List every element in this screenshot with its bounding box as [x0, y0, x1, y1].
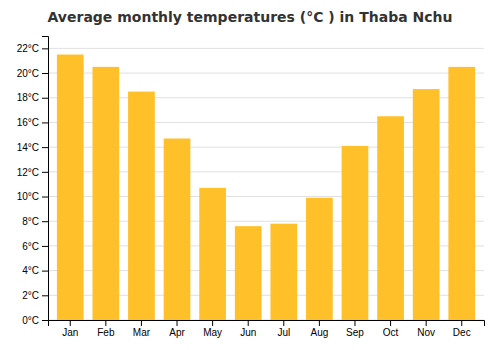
plot-area: 0°C 2°C 4°C 6°C 8°C 10°C 12°C 14°C 16°C 18°C 20°C 2… — [17, 37, 485, 339]
x-tick-label: Aug — [310, 327, 328, 338]
x-tick-mark — [354, 320, 355, 326]
y-tick-mark — [42, 271, 48, 272]
x-tick-label: May — [203, 327, 222, 338]
y-tick-mark — [42, 246, 48, 247]
y-tick-label: 0°C — [22, 315, 39, 326]
y-tick: 18°C — [17, 92, 48, 103]
x-tick-mark — [319, 320, 320, 326]
y-tick: 2°C — [22, 290, 48, 301]
x-tick-label: Feb — [97, 327, 115, 338]
x-tick: Jul — [277, 320, 290, 338]
x-tick-mark — [461, 320, 462, 326]
x-tick-mark — [212, 320, 213, 326]
title: Average monthly temperatures (°C ) in Th… — [48, 9, 453, 25]
bar — [128, 92, 155, 320]
bar — [57, 55, 84, 320]
bar — [377, 116, 404, 320]
x-tick-label: Oct — [383, 327, 399, 338]
x-tick-mark — [390, 320, 391, 326]
bar — [270, 224, 297, 320]
y-tick: 14°C — [17, 142, 48, 153]
y-tick-mark — [42, 98, 48, 99]
x-tick-label: Nov — [417, 327, 435, 338]
x-tick: Feb — [97, 320, 115, 338]
x-tick: Aug — [310, 320, 328, 338]
y-tick-label: 22°C — [17, 43, 39, 54]
x-tick-label: Jun — [240, 327, 256, 338]
y-tick: 8°C — [22, 216, 48, 227]
bars — [57, 55, 475, 320]
x-tick-label: Apr — [169, 327, 185, 338]
x-tick-label: Dec — [453, 327, 471, 338]
y-tick-label: 20°C — [17, 68, 39, 79]
x-tick-mark — [283, 320, 284, 326]
x-tick: Jun — [240, 320, 256, 338]
y-tick: 4°C — [22, 265, 48, 276]
bar — [164, 138, 191, 320]
x-tick-label: Jan — [62, 327, 78, 338]
y-tick-mark — [42, 172, 48, 173]
x-tick-mark — [70, 320, 71, 326]
y-tick: 12°C — [17, 167, 48, 178]
y-tick-mark — [42, 48, 48, 49]
y-tick-label: 2°C — [22, 290, 39, 301]
chart: 0°C 2°C 4°C 6°C 8°C 10°C 12°C 14°C 16°C 18°C 20°C 2… — [0, 0, 500, 350]
bar — [306, 198, 333, 320]
x-tick: Dec — [453, 320, 471, 338]
y-tick-label: 18°C — [17, 92, 39, 103]
y-tick-label: 4°C — [22, 265, 39, 276]
x-tick: Nov — [417, 320, 435, 338]
x-tick: May — [203, 320, 222, 338]
y-tick-mark — [42, 147, 48, 148]
grid-line — [48, 48, 484, 49]
x-tick-label: Sep — [346, 327, 364, 338]
x-tick: Apr — [169, 320, 185, 338]
x-tick-mark — [141, 320, 142, 326]
x-tick: Oct — [383, 320, 399, 338]
y-tick-label: 16°C — [17, 117, 39, 128]
x-tick-mark — [105, 320, 106, 326]
y-tick: 0°C — [22, 315, 48, 326]
x-tick: Jan — [62, 320, 78, 338]
x-tick-mark — [248, 320, 249, 326]
y-tick: 6°C — [22, 241, 48, 252]
bar — [448, 67, 475, 320]
bar — [92, 67, 119, 320]
x-axis-line — [49, 321, 485, 327]
x-tick: Sep — [346, 320, 364, 338]
y-tick-mark — [42, 295, 48, 296]
y-tick-mark — [42, 320, 48, 321]
bar — [235, 226, 262, 320]
y-tick-mark — [42, 197, 48, 198]
y-tick: 22°C — [17, 43, 48, 54]
x-tick-label: Jul — [277, 327, 290, 338]
y-tick-mark — [42, 221, 48, 222]
x-tick-mark — [177, 320, 178, 326]
y-tick: 20°C — [17, 68, 48, 79]
y-tick: 16°C — [17, 117, 48, 128]
y-axis-line — [42, 37, 49, 321]
y-tick-label: 6°C — [22, 241, 39, 252]
grid — [48, 48, 484, 320]
y-tick-mark — [42, 122, 48, 123]
bar — [342, 146, 369, 320]
bar — [199, 188, 226, 320]
bar — [413, 89, 440, 320]
y-tick: 10°C — [17, 191, 48, 202]
y-axis: 0°C 2°C 4°C 6°C 8°C 10°C 12°C 14°C 16°C 18°C 20°C 2… — [17, 37, 49, 326]
y-tick-label: 12°C — [17, 167, 39, 178]
y-tick-label: 10°C — [17, 191, 39, 202]
y-tick-label: 8°C — [22, 216, 39, 227]
x-tick: Mar — [133, 320, 151, 338]
y-tick-label: 14°C — [17, 142, 39, 153]
x-axis: Jan Feb Mar Apr May Jun Jul Aug Sep Oct Nov Dec — [49, 320, 485, 338]
x-tick-mark — [426, 320, 427, 326]
y-tick-mark — [42, 73, 48, 74]
x-tick-label: Mar — [133, 327, 151, 338]
